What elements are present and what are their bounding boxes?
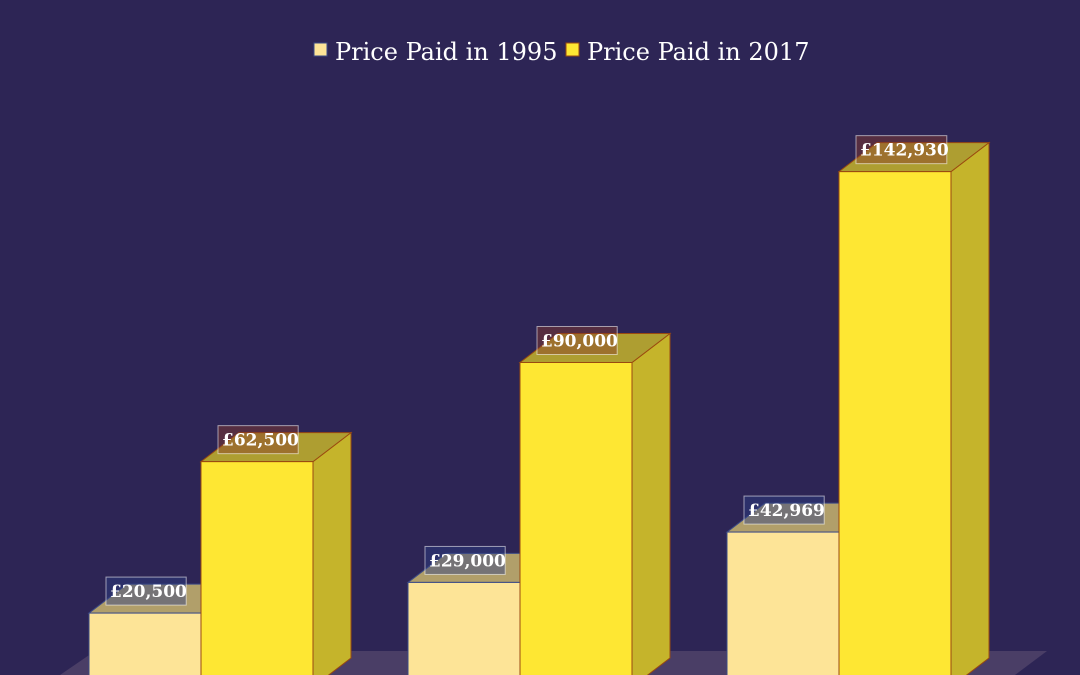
data-label: £142,930 [860,141,949,161]
bar-side [950,141,990,675]
data-label-box [217,425,299,455]
data-label: £90,000 [541,331,618,351]
bar-side [312,431,352,675]
data-label-box [105,576,187,606]
bar [407,581,521,675]
bar [519,361,633,675]
data-label: £62,500 [222,431,299,451]
legend-label: Price Paid in 2017 [587,38,809,66]
data-label: £42,969 [748,501,825,521]
data-label: £20,500 [110,582,187,602]
bar [88,612,202,675]
data-label: £29,000 [429,551,506,571]
bar [838,171,952,675]
data-label-box [743,495,825,525]
legend-label: Price Paid in 1995 [335,38,557,66]
data-label-box [424,545,506,575]
legend-swatch [313,42,328,57]
data-label-box [855,135,948,165]
bar [200,461,314,675]
data-label-box [536,325,618,355]
bar [726,531,840,675]
legend-swatch [565,42,580,57]
bar-side [631,332,671,675]
